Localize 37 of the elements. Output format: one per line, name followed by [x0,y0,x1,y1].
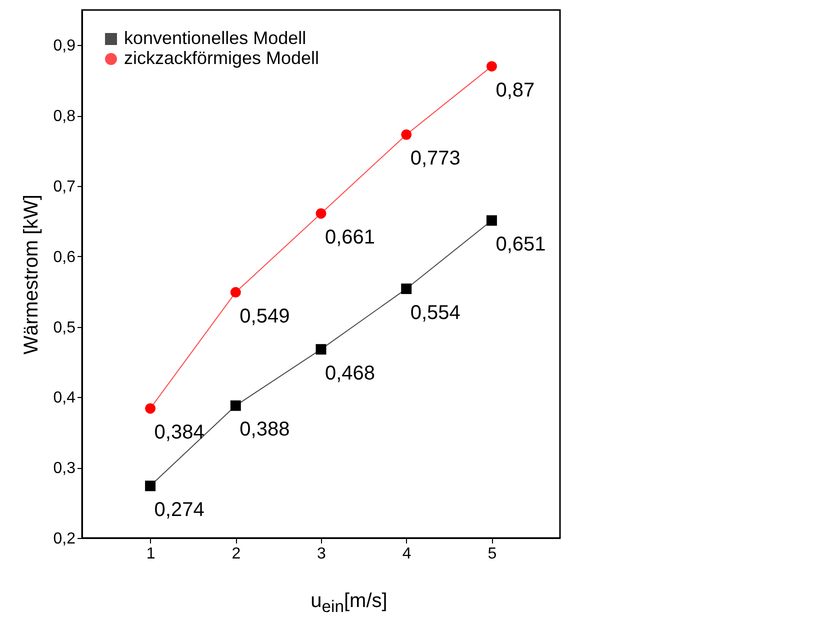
legend-label: konventionelles Modell [124,28,306,48]
x-axis-title: u$_{ein}$[m/s] [310,590,388,617]
x-tick-label: 2 [232,546,241,562]
point [145,480,156,492]
data-label: 0,549 [240,305,290,328]
point [230,400,241,411]
point [486,215,497,226]
y-tick-label: 0,8 [53,108,76,126]
point [230,287,241,298]
data-label: 0,388 [240,418,290,441]
x-tick-label: 1 [146,546,156,562]
data-label: 0,554 [410,302,460,324]
data-label: 0,661 [325,226,376,248]
y-tick-label: 0,7 [53,178,76,196]
y-tick-label: 0,6 [53,248,76,266]
point [316,344,326,355]
y-tick-label: 0,5 [53,319,76,336]
y-axis-title: Wärmestrom [kW] [20,194,42,354]
point [401,284,412,294]
y-tick-label: 0,9 [53,38,76,55]
legend-label: zickzackförmiges Modell [124,48,320,68]
data-label: 0,773 [410,148,460,170]
point [401,129,412,140]
y-tick-label: 0,3 [53,460,76,478]
point [316,208,326,219]
x-tick-label: 4 [402,546,412,562]
y-tick-label: 0,2 [53,530,76,548]
y-tick-label: 0,4 [53,390,76,407]
x-tick-label: 5 [488,546,497,562]
data-label: 0,468 [325,362,376,384]
point [486,61,497,72]
data-label: 0,384 [154,421,204,444]
point [145,403,156,414]
data-label: 0,651 [496,233,546,256]
x-tick-label: 3 [317,546,326,562]
data-label: 0,274 [154,498,204,521]
data-label: 0,87 [496,79,535,102]
